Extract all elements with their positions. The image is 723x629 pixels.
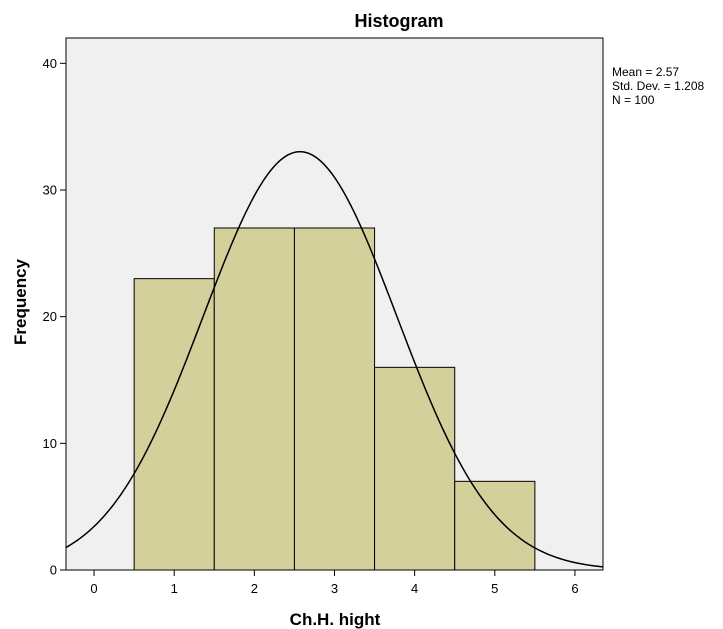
- y-axis-title: Frequency: [11, 258, 30, 345]
- histogram-bar-5: [454, 480, 536, 571]
- x-tick-label: 3: [331, 581, 338, 596]
- y-tick-label: 20: [43, 309, 57, 324]
- histogram-bar-3: [293, 227, 376, 571]
- x-tick-label: 1: [171, 581, 178, 596]
- histogram-bar-4: [374, 366, 456, 571]
- x-tick-label: 6: [571, 581, 578, 596]
- y-axis-ticks: 0 10 20 30 40: [43, 56, 66, 578]
- y-tick-label: 10: [43, 436, 57, 451]
- x-tick-label: 0: [90, 581, 97, 596]
- y-tick-label: 0: [50, 563, 57, 578]
- x-axis-ticks: 0 1 2 3 4 5 6: [90, 570, 579, 596]
- x-tick-label: 4: [411, 581, 418, 596]
- x-tick-label: 2: [251, 581, 258, 596]
- normal-curve: [65, 150, 604, 568]
- stats-n: N = 100: [612, 93, 655, 107]
- y-tick-label: 30: [43, 183, 57, 198]
- histogram-bar-2: [213, 227, 295, 571]
- chart-title: Histogram: [354, 11, 443, 31]
- x-tick-label: 5: [491, 581, 498, 596]
- stats-mean: Mean = 2.57: [612, 65, 679, 79]
- stats-std-dev: Std. Dev. = 1.208: [612, 79, 704, 93]
- bars: [133, 227, 536, 571]
- y-tick-label: 40: [43, 56, 57, 71]
- x-axis-title: Ch.H. hight: [290, 610, 381, 629]
- histogram-bar-1: [133, 278, 215, 571]
